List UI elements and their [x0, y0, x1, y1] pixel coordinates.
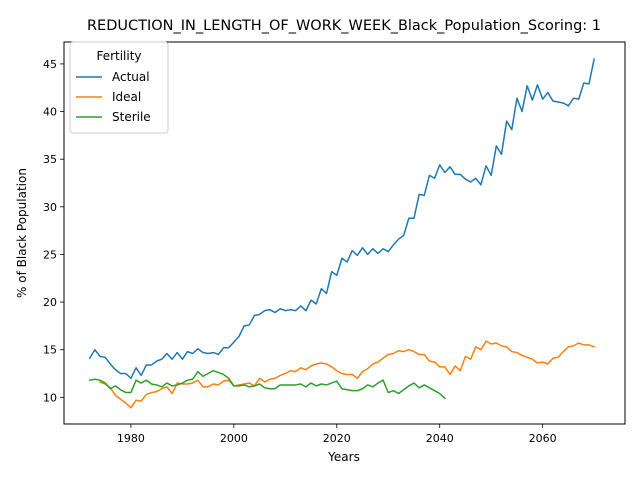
x-axis-ticks: 1980 2000 2020 2040 2060 — [117, 424, 557, 445]
x-axis-label: Years — [327, 450, 360, 464]
x-tick-label: 2060 — [529, 432, 557, 445]
y-tick-label: 10 — [43, 391, 57, 404]
y-tick-label: 40 — [43, 106, 57, 119]
series-line-ideal — [99, 340, 596, 409]
legend-box — [69, 41, 169, 134]
legend: Fertility Actual Ideal Sterile — [69, 41, 169, 134]
series-line-actual — [88, 58, 596, 380]
y-tick-label: 45 — [43, 58, 57, 71]
y-tick-label: 35 — [43, 153, 57, 166]
legend-items: Actual Ideal Sterile — [76, 70, 151, 124]
x-tick-label: 1980 — [117, 432, 145, 445]
legend-label-sterile: Sterile — [112, 110, 151, 124]
legend-label-ideal: Ideal — [112, 90, 141, 104]
chart-title: REDUCTION_IN_LENGTH_OF_WORK_WEEK_Black_P… — [87, 18, 601, 34]
y-tick-label: 30 — [43, 201, 57, 214]
series-line-sterile — [88, 369, 446, 400]
x-tick-label: 2000 — [220, 432, 248, 445]
plot-frame — [63, 41, 626, 425]
y-tick-label: 25 — [43, 248, 57, 261]
y-tick-label: 20 — [43, 296, 57, 309]
x-tick-label: 2020 — [323, 432, 351, 445]
y-axis-ticks: 10 15 20 25 30 35 40 45 — [43, 58, 64, 404]
x-tick-label: 2040 — [426, 432, 454, 445]
legend-title: Fertility — [96, 49, 141, 63]
plot-lines — [88, 58, 596, 409]
y-tick-label: 15 — [43, 344, 57, 357]
y-axis-label: % of Black Population — [15, 168, 29, 298]
legend-label-actual: Actual — [112, 70, 150, 84]
